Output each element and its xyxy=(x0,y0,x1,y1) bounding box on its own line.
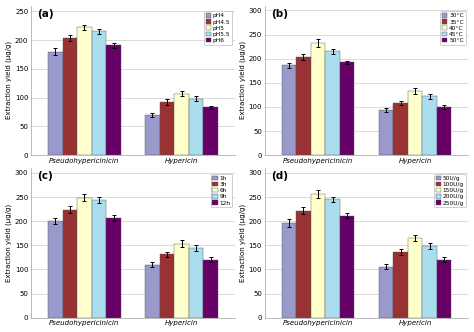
Bar xyxy=(340,216,355,318)
Bar xyxy=(48,221,63,318)
Bar xyxy=(92,200,106,318)
Bar xyxy=(63,209,77,318)
Y-axis label: Extraction yield (μg/g): Extraction yield (μg/g) xyxy=(6,41,12,120)
Bar xyxy=(296,57,311,155)
Bar xyxy=(408,238,422,318)
Legend: pH4, pH4.5, pH5, pH5.5, pH6: pH4, pH4.5, pH5, pH5.5, pH6 xyxy=(204,12,232,45)
Bar xyxy=(408,91,422,155)
Text: (a): (a) xyxy=(37,9,54,19)
Bar xyxy=(77,198,92,318)
Bar xyxy=(311,43,325,155)
Bar xyxy=(160,254,174,318)
Bar xyxy=(282,223,296,318)
Bar xyxy=(174,244,189,318)
Bar xyxy=(48,51,63,155)
Bar xyxy=(325,51,340,155)
Bar xyxy=(437,260,451,318)
Bar xyxy=(92,32,106,155)
Bar xyxy=(106,45,121,155)
Text: (d): (d) xyxy=(271,171,288,181)
Bar xyxy=(296,210,311,318)
Bar xyxy=(145,115,160,155)
Bar xyxy=(282,65,296,155)
Bar xyxy=(325,200,340,318)
Legend: 30°C, 35°C, 40°C, 45°C, 50°C: 30°C, 35°C, 40°C, 45°C, 50°C xyxy=(440,12,465,45)
Bar xyxy=(160,102,174,155)
Bar xyxy=(174,94,189,155)
Bar xyxy=(393,252,408,318)
Bar xyxy=(106,218,121,318)
Legend: 1h, 3h, 6h, 9h, 12h: 1h, 3h, 6h, 9h, 12h xyxy=(210,174,232,207)
Bar xyxy=(422,246,437,318)
Bar xyxy=(379,110,393,155)
Bar xyxy=(393,103,408,155)
Bar xyxy=(203,107,218,155)
Bar xyxy=(311,194,325,318)
Y-axis label: Extraction yield (μg/g): Extraction yield (μg/g) xyxy=(239,41,246,120)
Y-axis label: Extraction yield (μg/g): Extraction yield (μg/g) xyxy=(239,204,246,282)
Y-axis label: Extraction yield (μg/g): Extraction yield (μg/g) xyxy=(6,204,12,282)
Bar xyxy=(422,96,437,155)
Bar xyxy=(437,107,451,155)
Bar xyxy=(189,99,203,155)
Legend: 50U/g, 100U/g, 150U/g, 200U/g, 250U/g: 50U/g, 100U/g, 150U/g, 200U/g, 250U/g xyxy=(434,174,465,207)
Bar xyxy=(340,62,355,155)
Bar xyxy=(379,267,393,318)
Bar xyxy=(189,248,203,318)
Text: (c): (c) xyxy=(37,171,53,181)
Bar xyxy=(145,265,160,318)
Bar xyxy=(63,39,77,155)
Text: (b): (b) xyxy=(271,9,288,19)
Bar xyxy=(203,260,218,318)
Bar xyxy=(77,28,92,155)
